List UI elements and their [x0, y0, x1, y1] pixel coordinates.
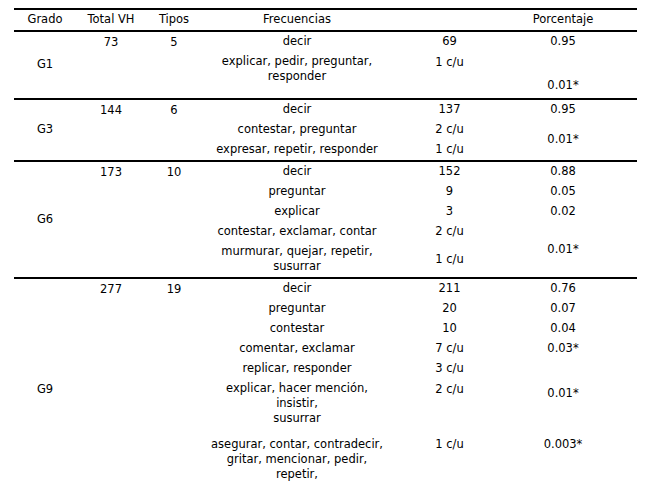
conteo-cell: 9: [392, 182, 507, 202]
table-row: G6 173 10 decir 152 0.88: [14, 161, 637, 182]
conteo-cell: 152: [392, 161, 507, 182]
table-row: G3 144 6 decir 137 0.95: [14, 99, 637, 120]
frecuencia-cell: murmurar, quejar, repetir, susurrar: [202, 242, 392, 278]
conteo-cell: 3: [392, 202, 507, 222]
col-header-frecuencias: Frecuencias: [202, 9, 392, 31]
total-vh-cell: 144: [76, 99, 146, 161]
total-vh-cell: 277: [76, 278, 146, 483]
col-header-porcentaje: Porcentaje: [507, 9, 637, 31]
frecuencia-cell: preguntar: [202, 182, 392, 202]
frecuencia-cell: expresar, repetir, responder: [202, 140, 392, 161]
frecuencia-cell: explicar, hacer mención, insistir, susur…: [202, 379, 392, 429]
porcentaje-cell: 0.01*: [507, 52, 637, 99]
porcentaje-cell: 0.03*: [507, 339, 637, 359]
porcentaje-cell: 0.01*: [507, 222, 637, 278]
tipos-cell: 5: [146, 31, 202, 99]
frecuencia-cell: contestar: [202, 319, 392, 339]
frecuencia-cell: asegurar, contar, contradecir, gritar, m…: [202, 429, 392, 483]
frecuencia-cell: contestar, preguntar: [202, 120, 392, 140]
document-page: Grado Total VH Tipos Frecuencias Porcent…: [0, 0, 651, 483]
frecuencia-cell: contestar, exclamar, contar: [202, 222, 392, 242]
tipos-cell: 6: [146, 99, 202, 161]
header-row: Grado Total VH Tipos Frecuencias Porcent…: [14, 9, 637, 31]
tipos-cell: 19: [146, 278, 202, 483]
grado-cell: G6: [14, 161, 76, 278]
conteo-cell: 7 c/u: [392, 339, 507, 359]
conteo-cell: 1 c/u: [392, 52, 507, 99]
conteo-cell: 10: [392, 319, 507, 339]
porcentaje-cell: 0.04: [507, 319, 637, 339]
col-header-conteo: [392, 9, 507, 31]
total-vh-cell: 173: [76, 161, 146, 278]
conteo-cell: 211: [392, 278, 507, 299]
col-header-total-vh: Total VH: [76, 9, 146, 31]
conteo-cell: 69: [392, 31, 507, 52]
frecuencia-cell: preguntar: [202, 299, 392, 319]
frecuencia-cell: decir: [202, 278, 392, 299]
conteo-cell: 1 c/u: [392, 242, 507, 278]
group-g9: G9 277 19 decir 211 0.76 preguntar 20 0.…: [14, 278, 637, 483]
table-row: G1 73 5 decir 69 0.95: [14, 31, 637, 52]
grado-cell: G3: [14, 99, 76, 161]
col-header-grado: Grado: [14, 9, 76, 31]
group-g3: G3 144 6 decir 137 0.95 contestar, pregu…: [14, 99, 637, 161]
porcentaje-cell: 0.88: [507, 161, 637, 182]
frequency-table: Grado Total VH Tipos Frecuencias Porcent…: [14, 8, 637, 483]
conteo-cell: 2 c/u: [392, 120, 507, 140]
table-row: G9 277 19 decir 211 0.76: [14, 278, 637, 299]
conteo-cell: 2 c/u: [392, 222, 507, 242]
frecuencia-cell: explicar: [202, 202, 392, 222]
frecuencia-cell: comentar, exclamar: [202, 339, 392, 359]
conteo-cell: 3 c/u: [392, 359, 507, 379]
frecuencia-cell: decir: [202, 31, 392, 52]
porcentaje-cell: 0.07: [507, 299, 637, 319]
frecuencia-cell: replicar, responder: [202, 359, 392, 379]
conteo-cell: 137: [392, 99, 507, 120]
total-vh-cell: 73: [76, 31, 146, 99]
frecuencia-cell: explicar, pedir, preguntar, responder: [202, 52, 392, 99]
conteo-cell: 2 c/u: [392, 379, 507, 429]
col-header-tipos: Tipos: [146, 9, 202, 31]
grado-cell: G9: [14, 278, 76, 483]
porcentaje-cell: 0.05: [507, 182, 637, 202]
porcentaje-cell: 0.95: [507, 99, 637, 120]
porcentaje-cell: 0.01*: [507, 359, 637, 429]
porcentaje-cell: 0.76: [507, 278, 637, 299]
porcentaje-cell: 0.95: [507, 31, 637, 52]
grado-cell: G1: [14, 31, 76, 99]
tipos-cell: 10: [146, 161, 202, 278]
conteo-cell: 20: [392, 299, 507, 319]
porcentaje-cell: 0.01*: [507, 120, 637, 161]
group-g6: G6 173 10 decir 152 0.88 preguntar 9 0.0…: [14, 161, 637, 278]
conteo-cell: 1 c/u: [392, 429, 507, 483]
porcentaje-cell: 0.003*: [507, 429, 637, 483]
group-g1: G1 73 5 decir 69 0.95 explicar, pedir, p…: [14, 31, 637, 99]
frecuencia-cell: decir: [202, 99, 392, 120]
porcentaje-cell: 0.02: [507, 202, 637, 222]
conteo-cell: 1 c/u: [392, 140, 507, 161]
frecuencia-cell: decir: [202, 161, 392, 182]
